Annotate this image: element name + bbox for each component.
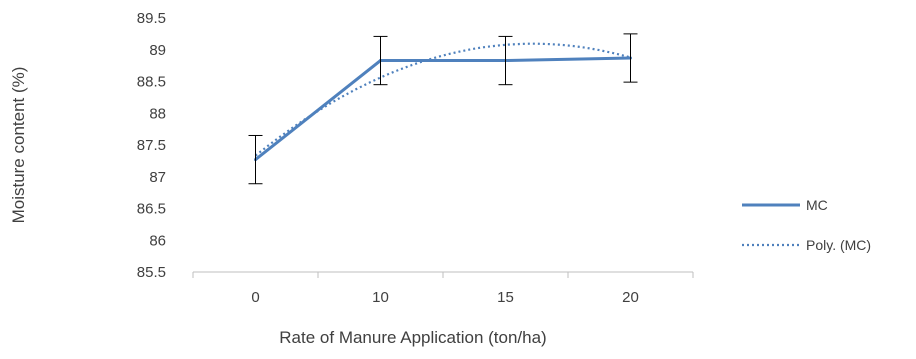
y-axis-ticks: 85.5 86 86.5 87 87.5 88 88.5 89 89.5: [137, 10, 166, 281]
y-tick-label: 87: [149, 169, 166, 186]
legend: MC Poly. (MC): [742, 197, 871, 253]
y-tick-label: 89.5: [137, 10, 166, 27]
error-bars: [248, 33, 638, 185]
x-axis-ticks: 0 10 15 20: [251, 289, 639, 306]
y-tick-label: 88.5: [137, 74, 166, 91]
y-tick-label: 86.5: [137, 201, 166, 218]
x-tick-label: 10: [372, 289, 389, 306]
legend-item-poly-mc-label: Poly. (MC): [806, 237, 871, 253]
legend-item-mc-label: MC: [806, 197, 828, 213]
y-tick-label: 89: [149, 42, 166, 59]
x-axis-title: Rate of Manure Application (ton/ha): [279, 328, 546, 347]
x-tick-label: 0: [251, 289, 259, 306]
axes: [192, 271, 694, 278]
y-tick-label: 87.5: [137, 137, 166, 154]
y-tick-label: 88: [149, 105, 166, 122]
y-tick-label: 86: [149, 232, 166, 249]
y-axis-title: Moisture content (%): [9, 67, 28, 224]
series-line-mc: [254, 56, 631, 161]
series-layer: [254, 42, 632, 162]
x-tick-label: 20: [622, 289, 639, 306]
y-tick-label: 85.5: [137, 264, 166, 281]
x-tick-label: 15: [497, 289, 514, 306]
